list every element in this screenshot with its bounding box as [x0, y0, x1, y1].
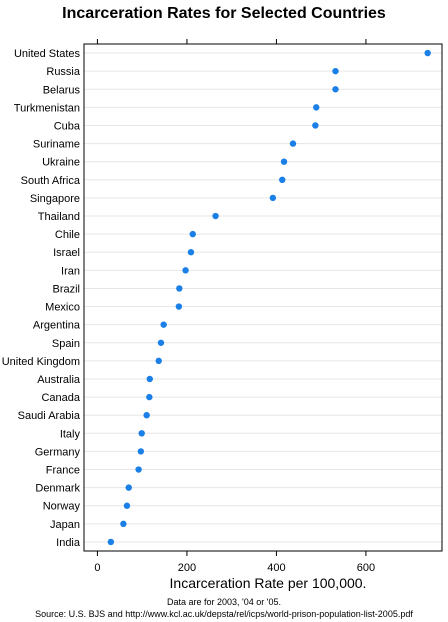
data-point [155, 357, 162, 365]
category-label: Norway [43, 501, 81, 513]
data-point [269, 194, 277, 202]
category-label: United Kingdom [2, 356, 80, 368]
category-label: Brazil [52, 283, 80, 295]
category-label: South Africa [21, 175, 81, 187]
chart-title: Incarceration Rates for Selected Countri… [62, 5, 386, 22]
category-label: Singapore [30, 193, 80, 205]
category-label: Cuba [54, 120, 81, 132]
category-label: Japan [50, 519, 80, 531]
data-point [146, 393, 153, 401]
x-tick-label: 0 [94, 562, 100, 574]
data-point [137, 448, 145, 455]
data-point [135, 466, 142, 473]
data-point [146, 375, 153, 383]
data-point [120, 520, 127, 528]
x-tick-label: 600 [357, 562, 375, 574]
data-point [424, 49, 431, 57]
category-label: Spain [52, 338, 80, 350]
category-label: United States [14, 48, 81, 60]
data-point [312, 122, 319, 129]
data-point [313, 104, 320, 111]
data-point [289, 140, 297, 147]
footnote-source: Source: U.S. BJS and http://www.kcl.ac.u… [35, 609, 413, 619]
category-label: Mexico [45, 302, 80, 314]
category-label: France [46, 465, 80, 477]
x-tick-label: 400 [267, 562, 285, 574]
category-label: India [56, 537, 81, 549]
category-label: Turkmenistan [14, 102, 80, 114]
x-tick-label: 200 [178, 562, 196, 574]
category-label: Australia [37, 374, 81, 386]
footnote-data-years: Data are for 2003, '04 or '05. [166, 597, 281, 607]
data-point [332, 86, 339, 93]
data-point [138, 430, 145, 437]
x-axis-label: Incarceration Rate per 100,000. [169, 575, 367, 591]
category-label: Italy [60, 428, 81, 440]
category-label: Iran [61, 265, 80, 277]
category-label: Denmark [35, 483, 80, 495]
data-point [107, 538, 115, 546]
category-label: Argentina [33, 320, 81, 332]
category-label: Canada [41, 392, 80, 404]
category-label: Belarus [43, 84, 81, 96]
data-point [175, 303, 183, 310]
data-point [157, 339, 165, 346]
data-point [160, 321, 167, 328]
category-label: Germany [35, 446, 81, 458]
data-point [143, 411, 150, 419]
category-label: Suriname [33, 139, 80, 151]
data-point [279, 176, 286, 184]
category-label: Ukraine [42, 157, 80, 169]
data-point [189, 230, 196, 238]
data-point [332, 67, 339, 75]
data-point [176, 285, 183, 292]
data-point [212, 212, 219, 220]
category-label: Chile [55, 229, 80, 241]
data-point [187, 249, 195, 256]
data-point [182, 267, 189, 274]
category-label: Russia [46, 66, 81, 78]
data-point [280, 158, 288, 165]
data-point [123, 502, 131, 509]
data-point [125, 484, 132, 491]
category-label: Saudi Arabia [18, 410, 81, 422]
category-label: Israel [53, 247, 80, 259]
category-label: Thailand [38, 211, 80, 223]
plot-frame [83, 43, 443, 552]
